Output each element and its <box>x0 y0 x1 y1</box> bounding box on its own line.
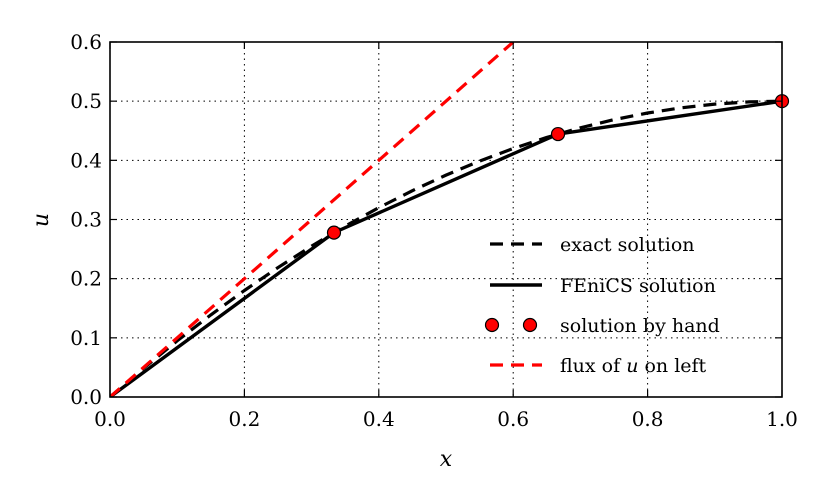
y-tick-label: 0.6 <box>70 30 102 54</box>
legend-label-flux-prefix: flux of <box>560 355 626 377</box>
legend-label-fenics: FEniCS solution <box>560 275 716 297</box>
legend-marker-hand-2 <box>522 317 538 333</box>
x-tick-label: 0.0 <box>94 407 126 431</box>
x-tick-label: 0.6 <box>497 407 529 431</box>
legend: exact solution FEniCS solution solution … <box>484 234 720 377</box>
y-tick-label: 0.4 <box>70 148 102 172</box>
legend-label-flux-suffix: on left <box>638 355 706 377</box>
y-axis-label: u <box>29 213 54 227</box>
x-axis-label: x <box>440 447 453 472</box>
tick-labels: 0.0 0.2 0.4 0.6 0.8 1.0 0.0 0.1 0.2 0.3 0.4 0.5 0.6 <box>70 30 798 431</box>
legend-label-hand: solution by hand <box>560 315 720 337</box>
data-point-solution-by-hand <box>326 225 342 240</box>
y-tick-label: 0.3 <box>70 208 102 232</box>
legend-label-flux-var: u <box>626 355 638 377</box>
series-line-flux-of-u-on-left <box>110 42 515 397</box>
y-tick-label: 0.5 <box>70 89 102 113</box>
ticks <box>109 41 783 398</box>
y-tick-label: 0.2 <box>70 267 102 291</box>
data-point-solution-by-hand <box>550 126 566 142</box>
series-layer <box>110 42 782 397</box>
y-tick-label: 0.1 <box>70 326 102 350</box>
x-tick-label: 0.8 <box>632 407 664 431</box>
y-tick-label: 0.0 <box>70 385 102 409</box>
x-tick-label: 0.2 <box>228 407 260 431</box>
x-tick-label: 1.0 <box>766 407 798 431</box>
series-line-fenics-solution <box>110 99 782 397</box>
series-line-exact-solution <box>110 99 782 397</box>
legend-label-exact: exact solution <box>560 234 695 256</box>
legend-label-flux: flux of u on left <box>560 355 707 377</box>
legend-marker-hand-1 <box>484 317 500 333</box>
x-tick-label: 0.4 <box>363 407 395 431</box>
